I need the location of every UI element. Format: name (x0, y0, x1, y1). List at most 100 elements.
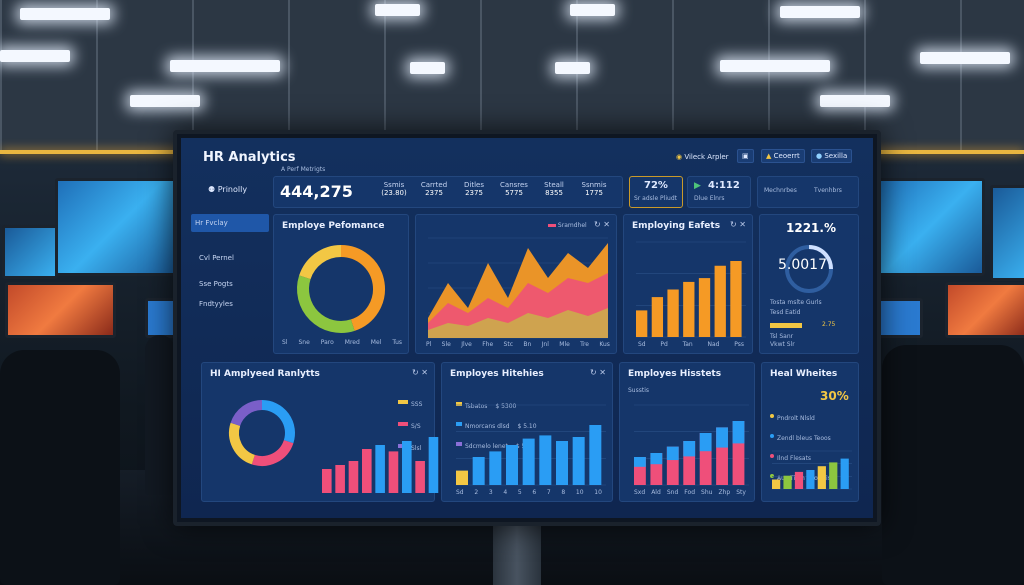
tick-label: 10 (594, 489, 602, 496)
tick-label: 6 (532, 489, 537, 496)
sidebar-item[interactable]: Fndtyyles (199, 300, 233, 308)
kpi-badge-ratio[interactable]: ▶ 4:112 Dlue Elnrs (687, 176, 751, 208)
refresh-icon[interactable]: ↻ (590, 368, 597, 377)
filter-dropdown[interactable]: ⚉ Prinolly (208, 185, 248, 194)
bar (806, 470, 815, 489)
kpi-badge-value: 72% (644, 180, 668, 191)
area-legend: Sramdhel (548, 222, 587, 229)
bar (683, 281, 695, 337)
tick-label: Pl (426, 341, 432, 348)
panel-actions[interactable]: ↻ ✕ (730, 220, 746, 229)
app-title: HR Analytics (203, 150, 296, 165)
panel-histets: Employes Hisstets Susstis Sxd Ald Snd Fod Sh… (619, 362, 755, 502)
analytics-donut (229, 400, 295, 466)
close-icon[interactable]: ✕ (739, 220, 746, 229)
export-button[interactable]: ▲ Ceoerrt (761, 149, 805, 163)
kpi-column: Ssmis (23.80) (374, 181, 414, 197)
bar-cap (666, 446, 679, 461)
settings-button[interactable]: ● Sexilla (811, 149, 853, 163)
bar (489, 451, 502, 485)
panel-actions[interactable]: ↻ ✕ (412, 368, 428, 377)
kpi-column: Ssnmis 1775 (574, 181, 614, 197)
tick-label: Fhe (482, 341, 494, 348)
legend-label: S/S (411, 423, 421, 430)
sidebar-item[interactable]: Sse Pogts (199, 280, 233, 288)
histets-bar-chart (634, 404, 749, 486)
kpi-badge-percent[interactable]: 72% Sr adsle Pliudt (629, 176, 683, 208)
monitor-stand (493, 520, 541, 585)
wall-display (874, 178, 985, 276)
sidebar-item-active[interactable]: Hr Fvclay (191, 214, 269, 232)
hitches-bar-chart (456, 404, 606, 486)
ceiling-light (0, 50, 70, 62)
bullet-icon (770, 413, 774, 418)
ceiling-light (780, 6, 860, 18)
tick-label: Nad (707, 341, 720, 348)
panel-actions[interactable]: ↻ ✕ (594, 220, 610, 229)
calendar-button[interactable]: ▣ (737, 149, 754, 163)
bar (522, 438, 535, 485)
bar (375, 445, 385, 493)
bar-cap (683, 441, 696, 457)
app-subtitle: A Perf Metrigts (281, 166, 326, 173)
donut-slice (229, 422, 256, 465)
panel-employing: Employing Eafets ↻ ✕ Sd Pd Tan Nad Pss (623, 214, 753, 354)
panel-title: Heal Wheites (770, 369, 838, 379)
bar (348, 461, 359, 493)
legend-swatch (456, 441, 462, 446)
legend-swatch (398, 421, 408, 426)
kpi-column-label: Ditles (464, 181, 484, 189)
bar (472, 457, 485, 485)
bullet-icon (770, 453, 774, 458)
panel-wheites: Heal Wheites 30% Pndrolt Nlsld Zendl bleu… (761, 362, 859, 502)
legend-item: Tsbatos $ 5300 (456, 393, 537, 412)
donut-slice (340, 245, 385, 331)
legend-swatch (456, 401, 462, 406)
panel-actions[interactable]: ↻ ✕ (590, 368, 606, 377)
bar (817, 466, 826, 489)
employing-bar-chart (636, 241, 746, 338)
wheites-value: 30% (820, 389, 849, 403)
bar (415, 461, 425, 493)
tick-label: 2 (474, 489, 479, 496)
tick-label: Sxd (634, 489, 646, 496)
area-ticks: Pl Sle Jlve Fhe Stc Bn Jnl Mle Tre Kus (426, 341, 610, 348)
panel-analytics: HI Amplyeed Ranlytts ↻ ✕ SSS S/S Slsl (201, 362, 439, 502)
bar-cap (650, 453, 663, 465)
list-item: Zendl bleus Teoos (770, 425, 831, 444)
tick-label: Ald (651, 489, 661, 496)
ceiling-light (555, 62, 590, 74)
office-chair (0, 350, 120, 585)
search-button[interactable]: ◉ Vileck Arpler (676, 153, 729, 161)
tick-label: Jnl (541, 341, 549, 348)
legend-label: Slsl (411, 445, 422, 452)
sidebar-item[interactable]: Cvl Pernel (199, 254, 234, 262)
bar (783, 475, 792, 489)
close-icon[interactable]: ✕ (599, 368, 606, 377)
kpi-badge-sub: Sr adsle Pliudt (634, 195, 677, 202)
tick-label: Sd (456, 489, 464, 496)
refresh-icon[interactable]: ↻ (412, 368, 419, 377)
panel-area-chart: Sramdhel ↻ ✕ Pl Sle Jlve Fhe Stc Bn Jnl Mle Tre K… (415, 214, 617, 354)
bar (428, 437, 439, 493)
dashboard-screen: HR Analytics A Perf Metrigts ◉ Vileck Ar… (181, 138, 873, 518)
bar (539, 435, 552, 485)
kpi-column-value: 1775 (585, 189, 603, 197)
kpi-card-value: 1221.% (786, 221, 836, 235)
tick-label: Pd (660, 341, 668, 348)
kpi-column-value: 5775 (505, 189, 523, 197)
tab-trends[interactable]: Tvenhbrs (814, 187, 842, 194)
ceiling-light (170, 60, 280, 72)
tab-members[interactable]: Mechnrbes (764, 187, 797, 194)
close-icon[interactable]: ✕ (603, 220, 610, 229)
bar (698, 278, 711, 337)
refresh-icon[interactable]: ↻ (730, 220, 737, 229)
bar (335, 465, 345, 493)
panel-title: Employing Eafets (632, 221, 721, 231)
panel-title: Employes Hisstets (628, 369, 722, 379)
refresh-icon[interactable]: ↻ (594, 220, 601, 229)
histets-legend: Susstis (628, 387, 650, 394)
kpi-column-label: Ssmis (383, 181, 405, 189)
bar (666, 446, 679, 485)
close-icon[interactable]: ✕ (421, 368, 428, 377)
